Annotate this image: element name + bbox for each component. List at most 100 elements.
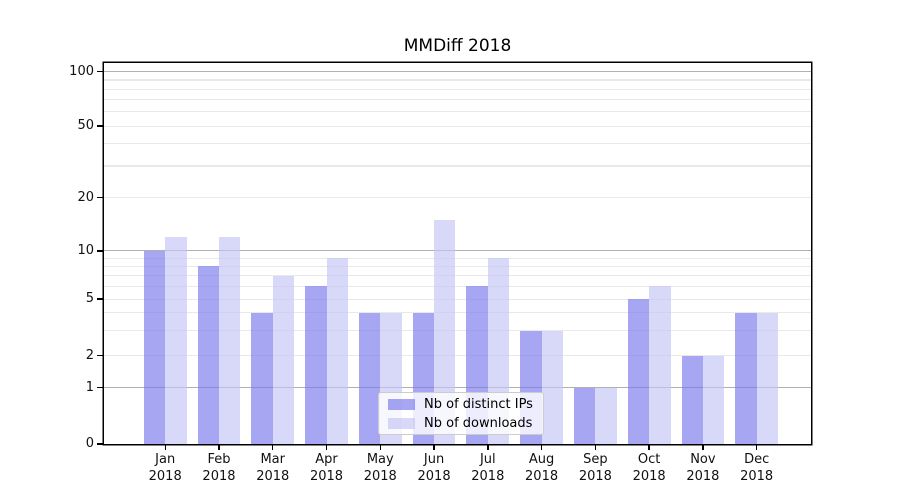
gridline-minor-5 — [104, 298, 811, 300]
x-tick-month: Jun — [423, 452, 445, 467]
x-tick-mark-feb — [218, 445, 220, 450]
x-tick-label-nov: Nov 2018 — [668, 451, 738, 485]
x-tick-label-feb: Feb 2018 — [184, 451, 254, 485]
y-tick-label-5: 5 — [85, 291, 94, 306]
y-tick-mark-100 — [96, 71, 104, 73]
chart-title: MMDiff 2018 — [403, 36, 512, 56]
x-tick-year: 2018 — [471, 469, 505, 484]
legend-row-nb-of-downloads: Nb of downloads — [388, 416, 543, 431]
y-tick-label-100: 100 — [69, 63, 94, 79]
x-tick-label-jan: Jan 2018 — [130, 451, 200, 485]
gridline-minor-6 — [104, 285, 811, 287]
gridline-minor-8 — [104, 265, 811, 268]
gridline-minor-50 — [104, 125, 811, 127]
x-tick-year: 2018 — [256, 469, 290, 484]
legend-label: Nb of downloads — [424, 415, 533, 431]
y-tick-mark-20 — [96, 197, 104, 199]
x-tick-label-oct: Oct 2018 — [614, 451, 684, 485]
gridline-minor-3 — [104, 330, 811, 332]
bar-nb-of-downloads-feb — [218, 236, 241, 444]
legend: Nb of distinct IPs Nb of downloads — [378, 392, 544, 435]
x-tick-year: 2018 — [202, 469, 236, 484]
x-tick-mark-jan — [164, 445, 166, 450]
x-tick-year: 2018 — [417, 469, 451, 484]
gridline-minor-2 — [104, 355, 811, 357]
bar-nb-of-downloads-mar — [272, 275, 295, 444]
x-tick-mark-oct — [648, 445, 650, 450]
gridline-minor-60 — [104, 111, 811, 113]
bar-nb-of-distinct-ips-oct — [627, 299, 650, 444]
x-tick-month: Aug — [528, 452, 555, 467]
x-tick-year: 2018 — [578, 469, 612, 484]
bar-nb-of-distinct-ips-apr — [305, 286, 327, 444]
y-tick-mark-0 — [96, 443, 104, 445]
x-tick-mark-jul — [487, 445, 489, 450]
x-tick-mark-may — [379, 445, 381, 450]
x-tick-month: Oct — [637, 452, 661, 467]
bar-nb-of-downloads-dec — [756, 312, 779, 444]
bar-nb-of-downloads-jan — [165, 236, 187, 444]
x-tick-month: Feb — [207, 452, 231, 467]
gridline-minor-9 — [104, 257, 811, 259]
x-tick-mark-nov — [702, 445, 704, 450]
bar-nb-of-downloads-sep — [595, 387, 617, 444]
bar-nb-of-downloads-apr — [326, 258, 348, 444]
x-tick-mark-mar — [272, 445, 274, 450]
plot-area — [104, 63, 811, 444]
legend-label: Nb of distinct IPs — [424, 396, 533, 412]
x-tick-month: Dec — [744, 452, 770, 467]
gridline-minor-7 — [104, 275, 811, 277]
x-tick-year: 2018 — [632, 469, 666, 484]
x-tick-label-jul: Jul 2018 — [453, 451, 523, 485]
y-tick-mark-10 — [96, 250, 104, 252]
bar-nb-of-downloads-oct — [649, 286, 671, 444]
gridline-minor-80 — [104, 88, 811, 90]
y-tick-mark-2 — [96, 355, 104, 357]
gridline-minor-40 — [104, 142, 811, 145]
x-tick-month: Mar — [260, 452, 285, 467]
x-tick-year: 2018 — [363, 469, 397, 484]
x-tick-label-mar: Mar 2018 — [238, 451, 308, 485]
y-tick-mark-50 — [96, 125, 104, 127]
x-tick-month: Jan — [155, 452, 176, 467]
x-tick-label-jun: Jun 2018 — [399, 451, 469, 485]
legend-row-nb-of-distinct-ips: Nb of distinct IPs — [388, 397, 543, 412]
x-tick-mark-aug — [540, 445, 543, 450]
bar-nb-of-downloads-jun — [434, 219, 456, 444]
bar-nb-of-distinct-ips-sep — [573, 387, 596, 444]
x-tick-mark-sep — [594, 445, 597, 450]
y-tick-label-50: 50 — [77, 118, 94, 133]
x-tick-mark-dec — [755, 445, 758, 450]
y-tick-label-10: 10 — [77, 243, 94, 258]
gridline-major-1 — [104, 387, 811, 389]
x-tick-month: Nov — [690, 452, 716, 467]
x-tick-month: Jul — [479, 452, 496, 467]
bar-nb-of-distinct-ips-dec — [735, 312, 757, 444]
bar-nb-of-distinct-ips-nov — [681, 355, 703, 444]
gridline-minor-4 — [104, 312, 811, 314]
gridline-major-10 — [104, 250, 811, 252]
legend-patch-icon — [388, 417, 415, 429]
x-tick-year: 2018 — [740, 469, 774, 484]
x-tick-mark-jun — [433, 445, 435, 450]
x-tick-month: Apr — [315, 452, 338, 467]
x-tick-label-aug: Aug 2018 — [507, 451, 577, 485]
gridline-minor-20 — [104, 197, 811, 199]
x-tick-month: May — [366, 452, 394, 467]
x-tick-year: 2018 — [148, 469, 182, 484]
bar-nb-of-distinct-ips-may — [358, 312, 381, 444]
x-tick-label-sep: Sep 2018 — [560, 451, 630, 485]
gridline-minor-90 — [104, 79, 811, 81]
bar-nb-of-downloads-nov — [702, 355, 725, 444]
gridline-minor-30 — [104, 165, 811, 167]
y-tick-mark-1 — [96, 387, 104, 389]
x-tick-month: Sep — [583, 452, 608, 467]
x-tick-year: 2018 — [309, 469, 344, 484]
gridline-minor-70 — [104, 99, 811, 101]
bar-nb-of-distinct-ips-mar — [251, 312, 273, 444]
x-tick-year: 2018 — [525, 469, 559, 484]
x-tick-label-dec: Dec 2018 — [722, 451, 792, 485]
x-tick-mark-apr — [325, 445, 328, 450]
gridline-major-100 — [104, 71, 811, 73]
